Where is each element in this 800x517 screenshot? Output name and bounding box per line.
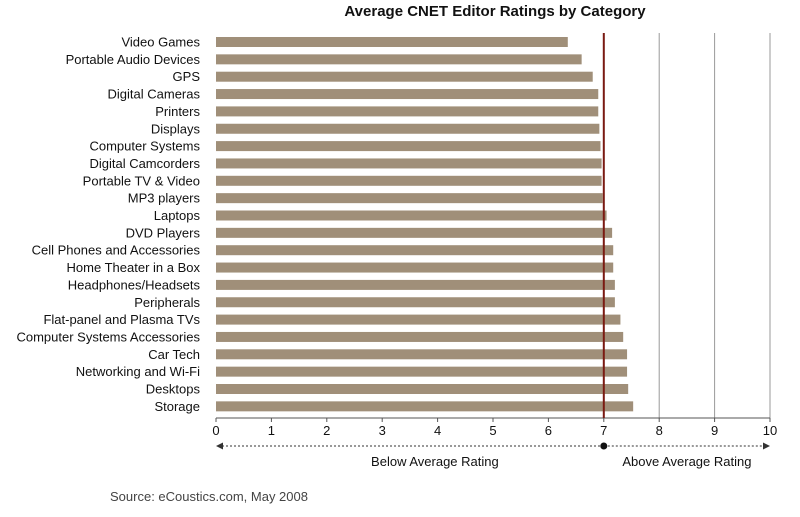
x-tick-label: 4 (434, 423, 441, 438)
bar (216, 297, 615, 308)
bar (216, 245, 614, 256)
bar (216, 141, 601, 152)
category-label: Home Theater in a Box (67, 260, 201, 275)
category-label: Computer Systems Accessories (16, 329, 200, 344)
category-label: Flat-panel and Plasma TVs (43, 312, 200, 327)
category-labels: Video Games Portable Audio Devices GPS Digi… (16, 35, 200, 414)
category-label: Networking and Wi-Fi (76, 364, 200, 379)
x-tick-label: 7 (600, 423, 607, 438)
bar (216, 89, 599, 100)
bar (216, 37, 568, 47)
x-tick-label: 3 (379, 423, 386, 438)
bar (216, 54, 582, 65)
rating-range-arrows: Below Average Rating Above Average Rating (216, 442, 770, 469)
category-label: Digital Cameras (108, 87, 201, 102)
category-label: Headphones/Headsets (68, 277, 201, 292)
x-tick-label: 9 (711, 423, 718, 438)
category-label: Car Tech (148, 347, 200, 362)
bar (216, 210, 607, 221)
bar (216, 71, 593, 82)
bar (216, 175, 602, 186)
x-tick-label: 0 (212, 423, 219, 438)
category-label: MP3 players (128, 191, 201, 206)
x-tick-label: 1 (268, 423, 275, 438)
bars (216, 37, 634, 412)
bar (216, 227, 613, 238)
category-label: Storage (154, 399, 200, 414)
right-arrowhead (763, 442, 770, 450)
category-label: Portable TV & Video (83, 173, 200, 188)
category-label: Peripherals (134, 295, 200, 310)
bar (216, 262, 614, 273)
average-marker-dot (600, 442, 608, 450)
chart-title: Average CNET Editor Ratings by Category (344, 3, 646, 20)
x-tick-label: 5 (489, 423, 496, 438)
category-label: Video Games (121, 35, 200, 50)
bar (216, 158, 602, 169)
bar (216, 331, 624, 342)
bar (216, 349, 628, 360)
category-label: Digital Camcorders (89, 156, 200, 171)
category-label: Cell Phones and Accessories (32, 243, 201, 258)
bar (216, 314, 621, 325)
above-average-label: Above Average Rating (622, 454, 751, 469)
grid-lines (658, 33, 771, 418)
bar (216, 366, 628, 377)
x-tick-label: 8 (656, 423, 663, 438)
category-label: Computer Systems (89, 139, 200, 154)
category-label: Laptops (154, 208, 201, 223)
category-label: Portable Audio Devices (66, 52, 201, 67)
bar (216, 401, 634, 412)
bar (216, 123, 600, 134)
bar (216, 384, 629, 394)
bar (216, 193, 603, 204)
left-arrowhead (216, 442, 223, 450)
x-axis: 0 1 2 3 4 5 6 7 8 9 10 (212, 417, 777, 438)
below-average-label: Below Average Rating (371, 454, 499, 469)
bar (216, 279, 615, 290)
x-tick-label: 6 (545, 423, 552, 438)
category-label: GPS (173, 69, 201, 84)
x-tick-label: 2 (323, 423, 330, 438)
bar (216, 106, 599, 117)
source-note: Source: eCoustics.com, May 2008 (110, 489, 308, 504)
category-label: Printers (155, 104, 200, 119)
category-label: Desktops (146, 382, 201, 397)
category-label: Displays (151, 121, 201, 136)
x-tick-label: 10 (763, 423, 777, 438)
category-label: DVD Players (126, 225, 201, 240)
